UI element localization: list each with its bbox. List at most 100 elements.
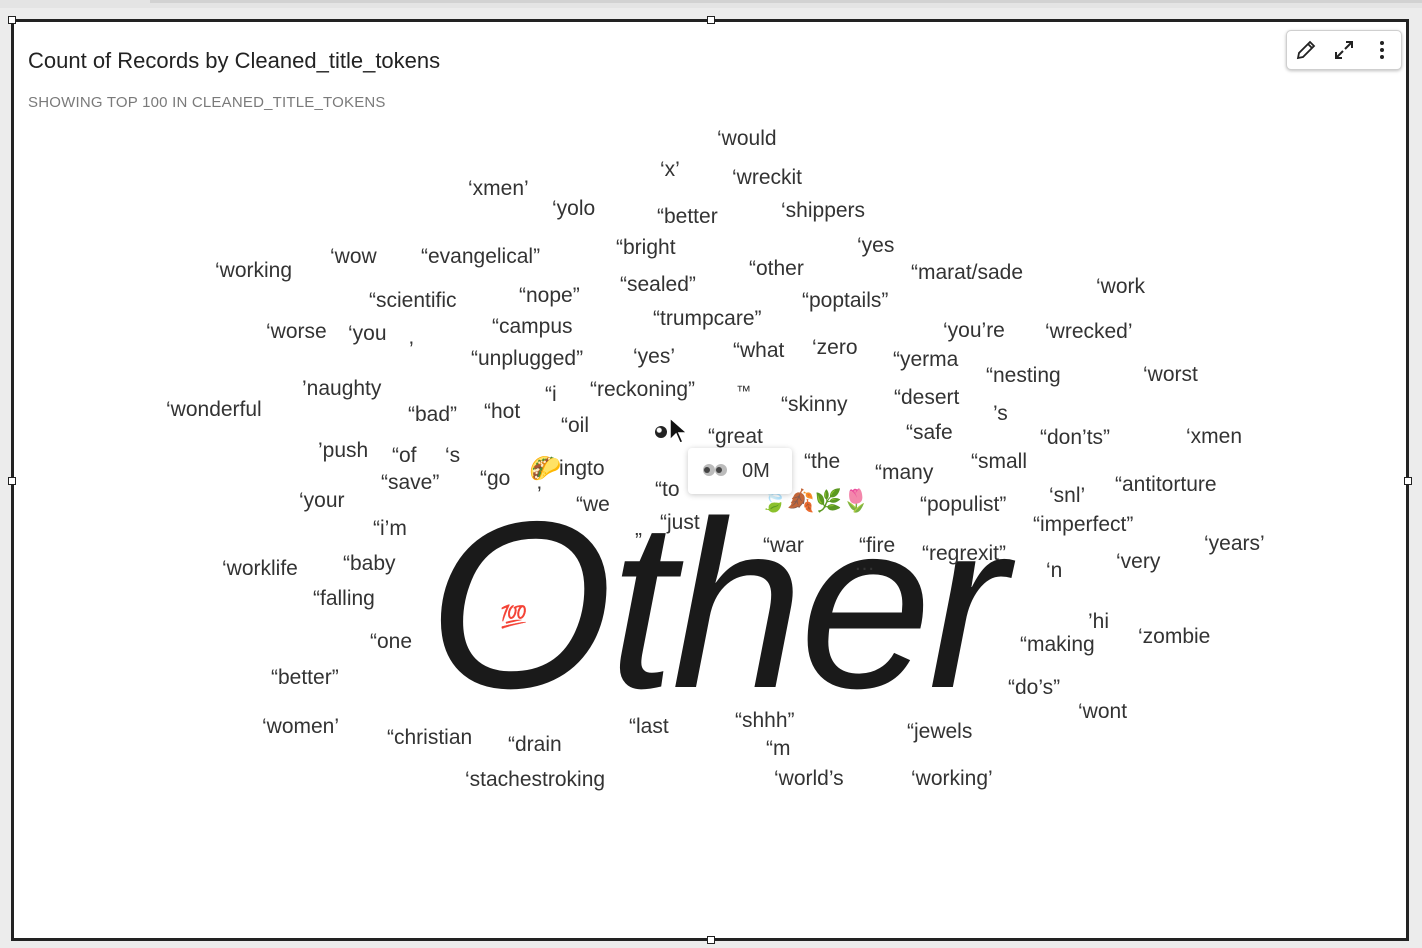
word-cloud-term[interactable]: “skinny — [781, 393, 848, 416]
word-cloud-term[interactable]: ‘wonderful — [166, 398, 262, 421]
word-cloud-term[interactable]: “sealed” — [620, 273, 696, 296]
word-cloud-term[interactable]: “nope” — [519, 284, 580, 307]
expand-icon[interactable] — [1329, 35, 1359, 65]
word-cloud-term[interactable]: “last — [629, 715, 669, 738]
word-cloud-term[interactable]: ‘wreckit — [732, 166, 803, 189]
word-cloud-term[interactable]: ‘very — [1116, 550, 1161, 573]
word-cloud-term[interactable]: “safe — [906, 421, 953, 444]
word-cloud-term[interactable]: “of — [392, 444, 417, 467]
word-cloud-term[interactable]: “what — [733, 339, 785, 362]
word-cloud-term[interactable]: ‘you — [348, 322, 387, 345]
word-cloud-term[interactable]: ‘would — [717, 127, 777, 150]
word-cloud-term[interactable]: ‘yes — [857, 234, 895, 257]
word-cloud-term[interactable]: ‘yes’ — [633, 345, 676, 368]
word-cloud-term[interactable]: “jewels — [907, 720, 973, 743]
word-cloud-term[interactable]: “the — [804, 450, 841, 473]
word-cloud-term[interactable]: ‘n — [1046, 559, 1063, 582]
word-cloud-term[interactable]: “do’s” — [1008, 676, 1061, 699]
word-cloud-term[interactable]: ‘work — [1096, 275, 1146, 298]
word-cloud-term[interactable]: “save” — [381, 471, 440, 494]
word-cloud-term[interactable]: ‘x’ — [660, 158, 680, 181]
word-cloud-term[interactable]: “bright — [616, 236, 676, 259]
word-cloud-term[interactable]: ‘snl’ — [1049, 484, 1086, 507]
word-cloud-term[interactable]: “reckoning” — [590, 378, 696, 401]
word-cloud-term[interactable]: “fire — [859, 534, 896, 557]
word-cloud-term[interactable]: “other — [749, 257, 804, 280]
word-cloud-term[interactable]: “populist” — [920, 493, 1007, 516]
word-cloud-term[interactable]: “i’m — [373, 517, 407, 540]
word-cloud-term[interactable]: ‘you’re — [943, 319, 1005, 342]
word-cloud-term[interactable]: “i — [545, 383, 557, 406]
word-cloud-term[interactable]: ‘stachestroking — [465, 768, 606, 791]
word-cloud-term[interactable]: ’hi — [1088, 610, 1110, 633]
word-cloud-term[interactable]: ingto — [559, 457, 605, 480]
word-cloud-term[interactable]: “scientific — [369, 289, 457, 312]
word-cloud-term[interactable]: ’ — [537, 483, 542, 506]
word-cloud-term[interactable]: “one — [370, 630, 413, 653]
word-cloud-term[interactable]: ‘zombie — [1138, 625, 1211, 648]
word-cloud-term[interactable]: “yerma — [893, 348, 959, 371]
word-cloud-term[interactable]: “evangelical” — [421, 245, 541, 268]
more-vertical-icon[interactable] — [1367, 35, 1397, 65]
word-cloud-term[interactable]: ’push — [318, 439, 369, 462]
word-cloud-term[interactable]: “great — [708, 425, 763, 448]
word-cloud-term[interactable]: “falling — [313, 587, 375, 610]
word-cloud-term[interactable]: ’s — [993, 402, 1008, 425]
word-cloud-term[interactable]: “baby — [343, 552, 396, 575]
word-cloud-term[interactable]: “better” — [271, 666, 339, 689]
word-cloud-term[interactable]: ’naughty — [302, 377, 382, 400]
word-cloud-term[interactable]: “small — [971, 450, 1027, 473]
word-cloud-term[interactable]: ‘wow — [330, 245, 377, 268]
word-cloud-term[interactable]: ‘world’s — [774, 767, 844, 790]
word-cloud-term[interactable]: “desert — [894, 386, 960, 409]
word-cloud-term[interactable]: “bad” — [408, 403, 458, 426]
word-cloud-term[interactable]: ‘working’ — [911, 767, 993, 790]
word-cloud-term[interactable]: ‘worklife — [222, 557, 298, 580]
word-cloud-term[interactable]: ‘yolo — [552, 197, 596, 220]
word-cloud-term[interactable]: … — [854, 552, 875, 575]
word-cloud-term[interactable]: ‘s — [445, 444, 461, 467]
word-cloud-term[interactable]: ‘your — [299, 489, 345, 512]
word-cloud-term[interactable]: “drain — [508, 733, 562, 756]
word-cloud-term[interactable]: “better — [657, 205, 718, 228]
word-cloud-term[interactable]: “imperfect” — [1033, 513, 1134, 536]
word-cloud-term[interactable]: “war — [763, 534, 804, 557]
word-cloud-term[interactable]: “marat/sade — [911, 261, 1024, 284]
word-cloud-term-largest[interactable]: Other — [428, 473, 1007, 738]
word-cloud-term[interactable]: ‘worst — [1143, 363, 1198, 386]
pencil-icon[interactable] — [1291, 35, 1321, 65]
word-cloud-emoji-term[interactable]: 🍃🍂🌿🌷 — [760, 488, 870, 513]
word-cloud-term[interactable]: ‘wont — [1078, 700, 1128, 723]
word-cloud-term[interactable]: ‘shippers — [781, 199, 866, 222]
word-cloud-term[interactable]: “just — [660, 511, 700, 534]
word-cloud-term[interactable]: ‘working — [215, 259, 293, 282]
word-cloud-term[interactable]: “antitorture — [1115, 473, 1217, 496]
word-cloud-term[interactable]: “christian — [387, 726, 473, 749]
word-cloud-term[interactable]: ‘years’ — [1204, 532, 1265, 555]
word-cloud-term[interactable]: “nesting — [986, 364, 1061, 387]
word-cloud-term[interactable]: “oil — [561, 414, 590, 437]
resize-handle-right[interactable] — [1404, 477, 1412, 485]
word-cloud-term[interactable]: “many — [875, 461, 934, 484]
word-cloud-term[interactable]: „ — [635, 517, 642, 540]
word-cloud-term[interactable]: ‘xmen — [1186, 425, 1243, 448]
word-cloud-term[interactable]: ™ — [736, 383, 751, 400]
word-cloud-term[interactable]: “hot — [484, 400, 521, 423]
resize-handle-top-left[interactable] — [8, 16, 16, 24]
word-cloud-emoji-term[interactable]: 🌮 — [529, 453, 562, 483]
resize-handle-left[interactable] — [8, 477, 16, 485]
word-cloud-term[interactable]: “unplugged” — [471, 347, 584, 370]
word-cloud-term[interactable]: “go — [480, 467, 511, 490]
word-cloud-term[interactable]: “shhh” — [735, 709, 795, 732]
word-cloud-term[interactable]: “poptails” — [802, 289, 889, 312]
word-cloud-term[interactable]: ‘wrecked’ — [1045, 320, 1133, 343]
word-cloud-term[interactable]: “regrexit” — [922, 542, 1007, 565]
word-cloud-term[interactable]: ’ — [409, 338, 414, 361]
word-cloud-term[interactable]: “making — [1020, 633, 1095, 656]
word-cloud-term[interactable]: ‘women’ — [262, 715, 340, 738]
word-cloud-term[interactable]: “trumpcare” — [653, 307, 762, 330]
word-cloud-term[interactable]: ‘zero — [812, 336, 858, 359]
resize-handle-top[interactable] — [707, 16, 715, 24]
word-cloud-term[interactable]: ‘worse — [266, 320, 327, 343]
word-cloud-term[interactable]: “don’ts” — [1040, 426, 1111, 449]
